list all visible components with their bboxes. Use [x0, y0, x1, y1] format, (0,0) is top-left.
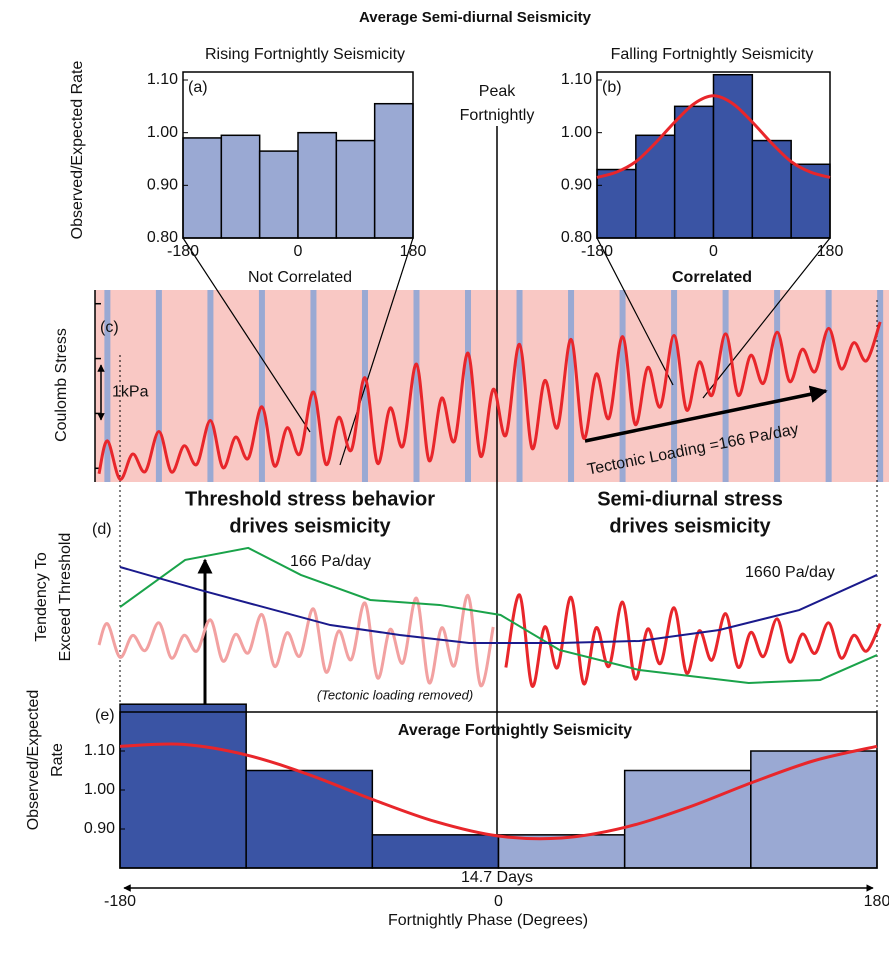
y-tick-label: 0.90: [561, 177, 592, 194]
zoom-line: [182, 237, 311, 433]
threshold-line: [119, 566, 878, 645]
y-axis-label: Rate: [49, 743, 66, 777]
bar: [497, 834, 626, 869]
x-tick-label: 180: [817, 243, 844, 260]
peak-highlight: [413, 290, 420, 482]
panel-label: (c): [100, 319, 119, 336]
peak-label: Peak: [479, 83, 516, 100]
bar: [335, 139, 376, 239]
panel-label: (d): [92, 521, 112, 538]
peak-highlight: [155, 290, 162, 482]
stress-curve: [97, 321, 882, 481]
x-tick-label: 0: [294, 243, 303, 260]
heading: drives seismicity: [229, 515, 391, 537]
y-axis-label: Exceed Threshold: [57, 533, 74, 662]
y-tick-label: 1.10: [147, 71, 178, 88]
y-tick-label: 0.90: [147, 177, 178, 194]
span-label: 14.7 Days: [461, 869, 533, 886]
panel-xlabel: Not Correlated: [248, 269, 352, 286]
zoom-line: [596, 237, 674, 386]
peak-label: Fortnightly: [460, 107, 535, 124]
bar: [371, 834, 500, 869]
detrended-stress: [97, 593, 495, 688]
x-tick-label: 0: [709, 243, 718, 260]
bar: [750, 750, 878, 869]
y-tick-label: 1.00: [147, 124, 178, 141]
x-tick-label: 0: [494, 893, 503, 910]
peak-highlight: [774, 290, 781, 482]
stress-background: [95, 290, 889, 482]
x-tick-label: 180: [864, 893, 889, 910]
fit-curve: [596, 94, 831, 179]
panel-xlabel: Correlated: [672, 269, 752, 286]
y-tick-label: 1.10: [561, 71, 592, 88]
y-tick-label: 1.00: [561, 124, 592, 141]
bar: [596, 168, 637, 239]
zoom-line: [702, 237, 831, 399]
bar: [182, 137, 223, 239]
zoom-line: [339, 237, 414, 466]
annotation: (Tectonic loading removed): [317, 687, 473, 702]
threshold-line: [119, 546, 878, 684]
y-axis-label: Observed/Expected Rate: [69, 61, 86, 240]
bar: [119, 703, 247, 869]
peak-highlight: [671, 290, 678, 482]
bar: [220, 134, 261, 239]
series-label: 1660 Pa/day: [745, 564, 835, 581]
y-tick-label: 0.80: [147, 229, 178, 246]
y-axis-label: Coulomb Stress: [53, 328, 70, 442]
panel-label: (e): [95, 707, 115, 724]
y-tick-label: 0.90: [84, 820, 115, 837]
peak-highlight: [465, 290, 472, 482]
x-tick-label: -180: [167, 243, 199, 260]
y-axis-label: Observed/Expected: [25, 690, 42, 831]
peak-highlight: [207, 290, 214, 482]
panel-title: Falling Fortnightly Seismicity: [611, 46, 814, 63]
bar: [373, 102, 414, 239]
peak-highlight: [877, 290, 884, 482]
peak-highlight: [825, 290, 832, 482]
bar: [712, 73, 754, 239]
bar: [673, 105, 715, 239]
detrended-stress: [504, 593, 882, 688]
y-tick-label: 1.00: [84, 781, 115, 798]
x-tick-label: 180: [400, 243, 427, 260]
bar: [245, 769, 374, 869]
panel-title: Rising Fortnightly Seismicity: [205, 46, 405, 63]
heading: Semi-diurnal stress: [597, 488, 783, 510]
y-tick-label: 1.10: [84, 742, 115, 759]
peak-highlight: [258, 290, 265, 482]
panel-title: Average Fortnightly Seismicity: [398, 722, 632, 739]
peak-highlight: [104, 290, 111, 482]
scale-bar-label: 1kPa: [112, 384, 149, 401]
peak-highlight: [619, 290, 626, 482]
peak-highlight: [310, 290, 317, 482]
bar: [635, 134, 676, 239]
series-label: 166 Pa/day: [290, 553, 371, 570]
x-tick-label: -180: [104, 893, 136, 910]
panel-label: (b): [602, 79, 622, 96]
x-axis-label: Fortnightly Phase (Degrees): [388, 912, 588, 929]
peak-highlight: [722, 290, 729, 482]
panel-label: (a): [188, 79, 208, 96]
bar: [297, 131, 338, 239]
peak-highlight: [568, 290, 575, 482]
y-axis-label: Tendency To: [33, 552, 50, 642]
heading: drives seismicity: [609, 515, 771, 537]
heading: Threshold stress behavior: [185, 488, 435, 510]
figure-title: Average Semi-diurnal Seismicity: [359, 9, 592, 26]
background-layer: [95, 290, 889, 482]
peak-highlight: [516, 290, 523, 482]
fit-curve: [119, 742, 878, 841]
bar: [258, 150, 299, 239]
x-tick-label: -180: [581, 243, 613, 260]
y-tick-label: 0.80: [561, 229, 592, 246]
bar: [623, 769, 752, 869]
tectonic-arrow: [584, 385, 828, 443]
